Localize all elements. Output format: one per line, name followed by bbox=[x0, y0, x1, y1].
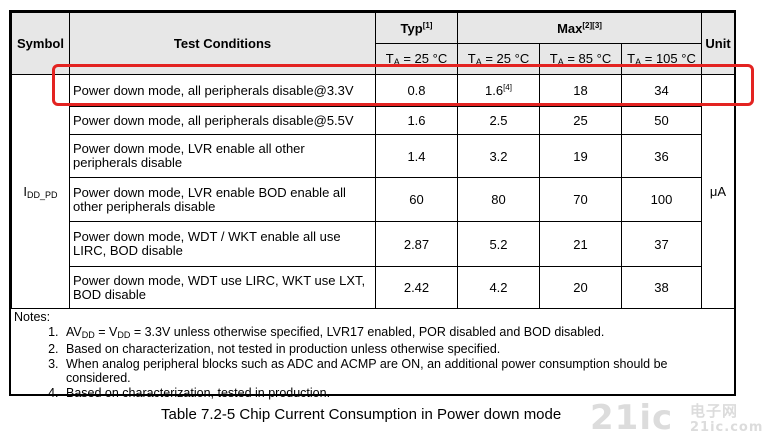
max25-cell: 4.2 bbox=[457, 266, 540, 309]
max105-cell: 34 bbox=[620, 74, 703, 107]
note-item: When analog peripheral blocks such as AD… bbox=[62, 357, 731, 386]
typ-cell: 1.6 bbox=[375, 106, 458, 135]
header-unit: Unit bbox=[701, 12, 736, 75]
note-item: Based on characterization, not tested in… bbox=[62, 342, 731, 357]
symbol-cell: IDD_PD bbox=[11, 74, 70, 309]
max85-cell: 19 bbox=[539, 134, 622, 178]
typ-cell: 2.42 bbox=[375, 266, 458, 309]
typ-cell: 1.4 bbox=[375, 134, 458, 178]
typ-cell: 60 bbox=[375, 177, 458, 222]
header-max-temp-25: TA = 25 °C bbox=[457, 43, 540, 75]
table-row: IDD_PD Power down mode, all peripherals … bbox=[11, 74, 736, 309]
max105-cell: 50 bbox=[620, 106, 703, 135]
condition-cell: Power down mode, LVR enable all other pe… bbox=[69, 134, 376, 178]
notes-list: AVDD = VDD = 3.3V unless otherwise speci… bbox=[14, 325, 731, 401]
header-row-1: Symbol Test Conditions Typ[1] Max[2][3] … bbox=[11, 12, 736, 75]
notes-title: Notes: bbox=[14, 310, 51, 324]
max105-cell: 37 bbox=[620, 221, 703, 267]
typ-cell: 0.8 bbox=[375, 74, 458, 107]
note-item: Based on characterization, tested in pro… bbox=[62, 386, 731, 401]
watermark-cn-text: 电子网 bbox=[690, 402, 739, 420]
watermark-logo: 21ic bbox=[590, 398, 674, 438]
condition-cell: Power down mode, WDT use LIRC, WKT use L… bbox=[69, 266, 376, 309]
max85-cell: 18 bbox=[539, 74, 622, 107]
unit-cell: μA bbox=[701, 74, 736, 309]
max85-cell: 70 bbox=[539, 177, 622, 222]
condition-cell: Power down mode, WDT / WKT enable all us… bbox=[69, 221, 376, 267]
max25-cell: 3.2 bbox=[457, 134, 540, 178]
max25-cell: 1.6[4] bbox=[457, 74, 540, 107]
table-row: Power down mode, WDT use LIRC, WKT use L… bbox=[12, 266, 735, 309]
header-max-temp-105: TA = 105 °C bbox=[620, 43, 703, 75]
site-watermark: 21ic 电子网 21ic.com bbox=[590, 398, 762, 442]
watermark-site-text: 21ic.com bbox=[690, 420, 762, 435]
header-typ: Typ[1] bbox=[375, 12, 458, 44]
max105-cell: 36 bbox=[620, 134, 703, 178]
spec-table-frame: Symbol Test Conditions Typ[1] Max[2][3] … bbox=[9, 10, 736, 400]
typ-cell: 2.87 bbox=[375, 221, 458, 267]
max105-cell: 38 bbox=[620, 266, 703, 309]
header-typ-temp-25: TA = 25 °C bbox=[375, 43, 458, 75]
header-test-conditions: Test Conditions bbox=[69, 12, 376, 75]
header-row-2: TA = 25 °C TA = 25 °C TA = 85 °C TA = 10… bbox=[12, 43, 735, 75]
header-symbol: Symbol bbox=[11, 12, 70, 75]
table-row: Power down mode, LVR enable all other pe… bbox=[12, 134, 735, 178]
max25-cell: 2.5 bbox=[457, 106, 540, 135]
max85-cell: 25 bbox=[539, 106, 622, 135]
condition-cell: Power down mode, all peripherals disable… bbox=[69, 106, 376, 135]
max85-cell: 21 bbox=[539, 221, 622, 267]
max85-cell: 20 bbox=[539, 266, 622, 309]
max105-cell: 100 bbox=[620, 177, 703, 222]
condition-cell: Power down mode, all peripherals disable… bbox=[69, 74, 376, 107]
condition-cell: Power down mode, LVR enable BOD enable a… bbox=[69, 177, 376, 222]
header-max: Max[2][3] bbox=[456, 12, 703, 44]
table-row: Power down mode, all peripherals disable… bbox=[12, 106, 735, 135]
table-row: Power down mode, LVR enable BOD enable a… bbox=[12, 177, 735, 222]
table-row: Power down mode, WDT / WKT enable all us… bbox=[12, 221, 735, 267]
max25-cell: 5.2 bbox=[457, 221, 540, 267]
max25-cell: 80 bbox=[457, 177, 540, 222]
notes-section: Notes: AVDD = VDD = 3.3V unless otherwis… bbox=[11, 308, 734, 400]
header-max-temp-85: TA = 85 °C bbox=[539, 43, 622, 75]
current-consumption-table: Symbol Test Conditions Typ[1] Max[2][3] … bbox=[11, 12, 736, 309]
table-caption: Table 7.2-5 Chip Current Consumption in … bbox=[161, 406, 562, 423]
note-item: AVDD = VDD = 3.3V unless otherwise speci… bbox=[62, 325, 731, 343]
